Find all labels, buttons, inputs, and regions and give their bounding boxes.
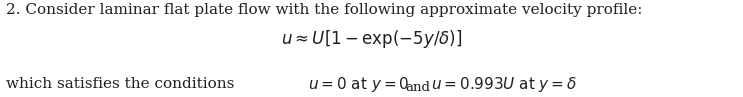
Text: and: and — [405, 81, 430, 94]
Text: $u=0.993U$ at $y=\delta$: $u=0.993U$ at $y=\delta$ — [431, 75, 577, 94]
Text: which satisfies the conditions: which satisfies the conditions — [6, 77, 234, 91]
Text: $u=0$ at $y=0$: $u=0$ at $y=0$ — [308, 75, 410, 94]
Text: $u \approx U\left[1-\exp(-5y/\delta)\right]$: $u \approx U\left[1-\exp(-5y/\delta)\rig… — [281, 28, 462, 50]
Text: 2. Consider laminar flat plate flow with the following approximate velocity prof: 2. Consider laminar flat plate flow with… — [6, 3, 643, 17]
